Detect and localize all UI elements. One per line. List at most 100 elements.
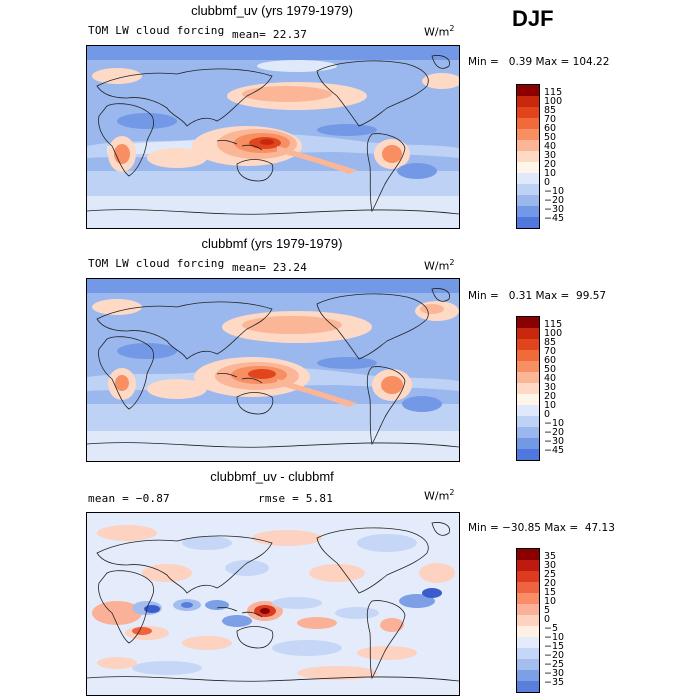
colorbar-label: 70 — [544, 346, 557, 357]
colorbar-label: 115 — [544, 319, 563, 330]
colorbar-label: −5 — [544, 623, 559, 634]
colorbar-label: −30 — [544, 436, 565, 447]
field-patch — [87, 279, 459, 293]
season-label: DJF — [512, 6, 554, 31]
colorbar-label: 15 — [544, 587, 557, 598]
field-patch — [422, 73, 459, 89]
coastline — [87, 209, 459, 215]
colorbar-swatch — [517, 626, 539, 637]
panel-1-units: W/m2 — [424, 24, 455, 39]
colorbar-swatch — [517, 416, 539, 427]
colorbar-swatch — [517, 328, 539, 339]
panel-2-mean: mean= 23.24 — [232, 261, 308, 274]
colorbar-label: 30 — [544, 150, 557, 161]
colorbar-label: 85 — [544, 337, 557, 348]
panel-2-map-svg — [87, 279, 459, 461]
colorbar-label: −15 — [544, 641, 565, 652]
colorbar-swatch — [517, 670, 539, 681]
colorbar-label: 20 — [544, 578, 557, 589]
field-patch — [257, 60, 337, 72]
field-patch — [420, 304, 444, 314]
colorbar-swatch — [517, 438, 539, 449]
colorbar-label: 10 — [544, 400, 557, 411]
field-patch — [147, 148, 207, 168]
colorbar-label: 25 — [544, 569, 557, 580]
colorbar-swatch — [517, 582, 539, 593]
colorbar-swatch — [517, 206, 539, 217]
field-patch — [87, 431, 459, 461]
field-patch — [87, 46, 459, 60]
field-patch — [248, 369, 276, 379]
colorbar-label: 10 — [544, 168, 557, 179]
panel-1-map-svg — [87, 46, 459, 228]
colorbar-label: 40 — [544, 141, 557, 152]
coastline — [87, 676, 459, 682]
field-patch — [92, 299, 142, 315]
panel-3-title: clubbmf_uv - clubbmf — [210, 469, 334, 484]
colorbar-swatch — [517, 681, 539, 692]
panel-2-units: W/m2 — [424, 258, 455, 273]
colorbar-swatch — [517, 151, 539, 162]
coastlines — [96, 288, 450, 446]
colorbar-label: −20 — [544, 427, 565, 438]
colorbar-label: 115 — [544, 87, 563, 98]
colorbar-label: 50 — [544, 364, 557, 375]
panel-1-colorbar — [516, 84, 540, 229]
panel-1-map — [86, 45, 460, 229]
colorbar-label: 0 — [544, 409, 551, 420]
panel-3-minmax: Min = −30.85 Max = 47.13 — [468, 522, 615, 534]
field-patch — [397, 163, 437, 179]
colorbar-label: 30 — [544, 560, 557, 571]
panel-1-minmax: Min = 0.39 Max = 104.22 — [468, 56, 610, 68]
panel-1-title: clubbmf_uv (yrs 1979-1979) — [191, 3, 353, 18]
colorbar-label: 20 — [544, 391, 557, 402]
colorbar-label: −25 — [544, 659, 565, 670]
colorbar-label: −10 — [544, 186, 565, 197]
panel-1-mean: mean= 22.37 — [232, 28, 308, 41]
colorbar-swatch — [517, 383, 539, 394]
colorbar-swatch — [517, 394, 539, 405]
colorbar-label: −30 — [544, 668, 565, 679]
coastlines — [96, 55, 450, 213]
field-patch — [117, 113, 177, 129]
field-patch — [317, 357, 377, 369]
field-patches — [92, 525, 455, 680]
colorbar-label: −10 — [544, 632, 565, 643]
colorbar-swatch — [517, 317, 539, 328]
panel-3-rmse: rmse = 5.81 — [258, 492, 334, 505]
colorbar-swatch — [517, 339, 539, 350]
coastlines — [96, 522, 450, 680]
field-patch — [147, 379, 207, 399]
colorbar-label: 100 — [544, 328, 563, 339]
field-patch — [87, 196, 459, 228]
colorbar-label: 60 — [544, 355, 557, 366]
field-patch — [381, 376, 403, 394]
colorbar-swatch — [517, 648, 539, 659]
colorbar-swatch — [517, 560, 539, 571]
panel-2-colorbar — [516, 316, 540, 461]
field-patch — [260, 139, 274, 145]
colorbar-label: 35 — [544, 551, 557, 562]
colorbar-label: 100 — [544, 96, 563, 107]
colorbar-label: 5 — [544, 605, 551, 616]
colorbar-swatch — [517, 361, 539, 372]
colorbar-swatch — [517, 217, 539, 228]
colorbar-swatch — [517, 449, 539, 460]
colorbar-swatch — [517, 184, 539, 195]
colorbar-swatch — [517, 118, 539, 129]
panel-2-minmax: Min = 0.31 Max = 99.57 — [468, 290, 607, 302]
panel-3-map — [86, 512, 460, 696]
colorbar-swatch — [517, 350, 539, 361]
panel-3-mean: mean = −0.87 — [88, 492, 170, 505]
colorbar-label: −20 — [544, 650, 565, 661]
field-patch — [277, 146, 357, 174]
colorbar-swatch — [517, 637, 539, 648]
field-patch — [92, 68, 142, 84]
colorbar-label: 0 — [544, 614, 551, 625]
panel-2-map — [86, 278, 460, 462]
colorbar-swatch — [517, 604, 539, 615]
field-patch — [114, 144, 130, 164]
colorbar-swatch — [517, 427, 539, 438]
field-patch — [317, 124, 377, 136]
colorbar-label: 10 — [544, 596, 557, 607]
